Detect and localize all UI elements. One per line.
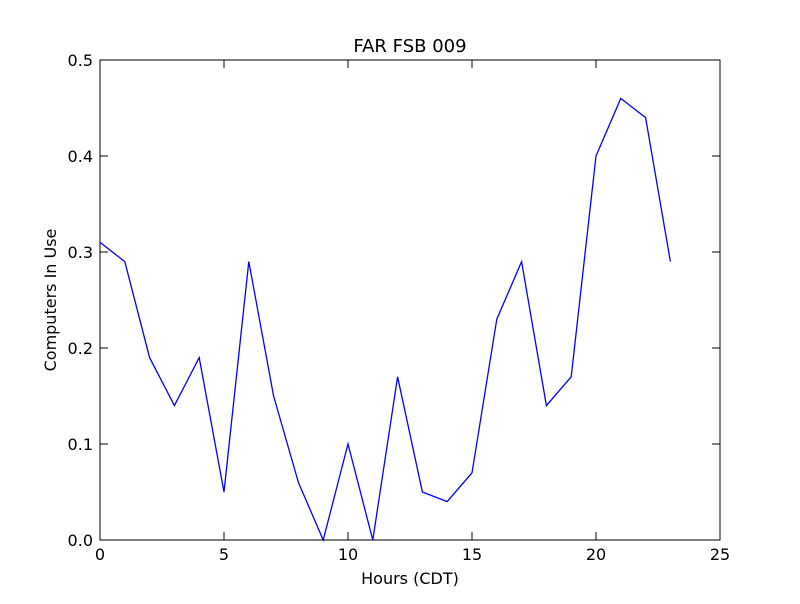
x-tick-label-0: 0 (95, 545, 105, 564)
x-tick-label-4: 20 (586, 545, 606, 564)
y-tick-label-2: 0.2 (68, 339, 93, 358)
axes-frame (100, 60, 720, 540)
chart-title: FAR FSB 009 (353, 36, 466, 57)
y-tick-label-1: 0.1 (68, 435, 93, 454)
y-tick-label-4: 0.4 (68, 147, 93, 166)
x-tick-label-3: 15 (462, 545, 482, 564)
y-tick-label-3: 0.3 (68, 243, 93, 262)
y-tick-label-5: 0.5 (68, 51, 93, 70)
x-tick-label-1: 5 (219, 545, 229, 564)
x-axis-label: Hours (CDT) (361, 569, 459, 588)
x-tick-label-2: 10 (338, 545, 358, 564)
plot-area: 0 5 10 15 20 25 0.0 0.1 0.2 0.3 0.4 0.5 (68, 51, 731, 564)
y-tick-label-0: 0.0 (68, 531, 93, 550)
series-line-0 (100, 98, 670, 540)
y-axis-label: Computers In Use (41, 229, 60, 372)
x-tick-label-5: 25 (710, 545, 730, 564)
